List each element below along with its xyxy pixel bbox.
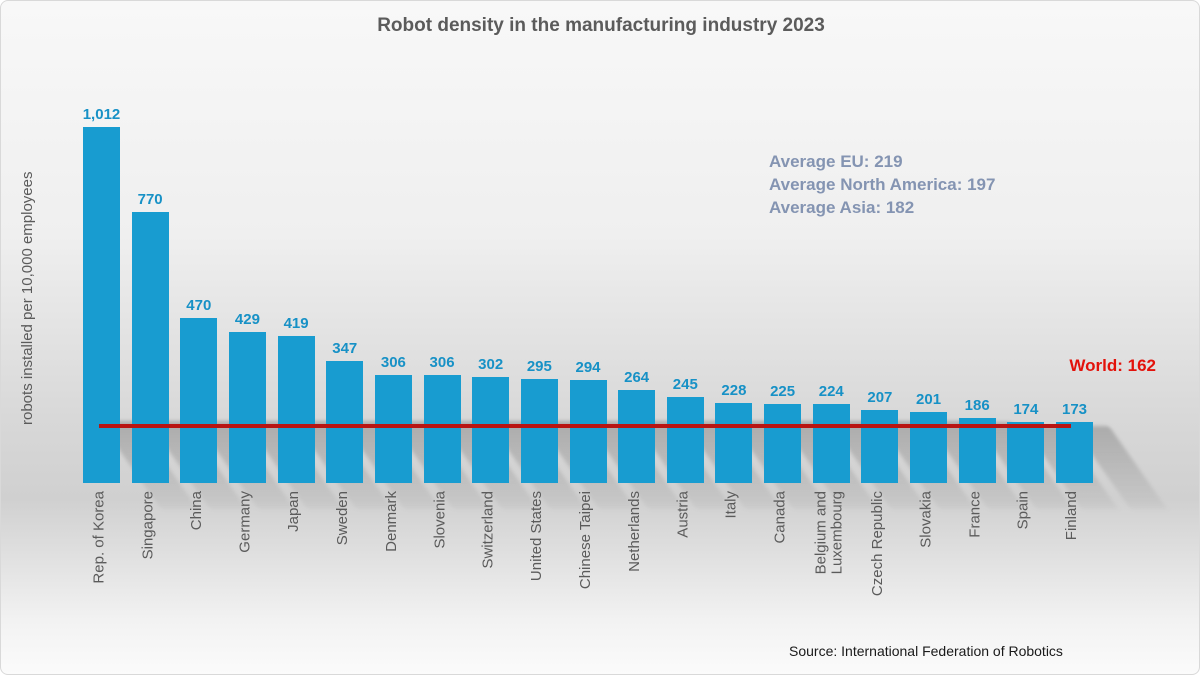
- bar-value-label: 302: [478, 356, 504, 373]
- bar-value-label: 201: [916, 391, 942, 408]
- chart-title: Robot density in the manufacturing indus…: [377, 15, 825, 36]
- bar: [374, 375, 412, 483]
- bar: [1007, 422, 1045, 483]
- bar: [131, 212, 169, 483]
- bar: [861, 410, 899, 483]
- category-label: Austria: [674, 491, 692, 538]
- averages-annotation: Average EU: 219 Average North America: 1…: [769, 150, 995, 219]
- bar-value-label: 186: [964, 397, 990, 414]
- bar: [423, 375, 461, 483]
- world-reference-line: [99, 424, 1071, 428]
- average-asia: Average Asia: 182: [769, 198, 915, 217]
- bar-value-label: 173: [1061, 401, 1088, 418]
- bar-value-label: 225: [770, 383, 796, 400]
- category-label: Japan: [285, 491, 303, 532]
- average-north-america: Average North America: 197: [769, 175, 996, 194]
- category-label: Rep. of Korea: [90, 491, 108, 584]
- bar: [1056, 422, 1093, 483]
- category-label: Belgium and Luxembourg: [812, 491, 846, 575]
- bar-value-label: 224: [818, 383, 844, 400]
- bar-value-label: 419: [283, 315, 309, 332]
- category-label: Slovenia: [431, 491, 449, 549]
- category-label: France: [966, 491, 984, 538]
- category-label: Sweden: [333, 491, 351, 546]
- bar: [569, 380, 607, 483]
- bar-value-label: 1,012: [82, 106, 121, 123]
- category-label: China: [187, 491, 205, 531]
- category-label: Slovakia: [917, 491, 935, 548]
- bar-value-label: 207: [867, 389, 893, 406]
- bar-value-label: 295: [526, 358, 552, 375]
- category-label: United States: [528, 491, 546, 582]
- bar-value-label: 294: [575, 359, 601, 376]
- category-label: Denmark: [382, 491, 400, 552]
- bar-value-label: 306: [429, 354, 455, 371]
- bar: [83, 127, 120, 483]
- bar: [812, 404, 850, 483]
- bar: [472, 377, 510, 483]
- world-reference-label: World: 162: [1069, 356, 1156, 375]
- bar: [618, 390, 656, 483]
- bar: [764, 404, 802, 483]
- bar: [180, 318, 218, 483]
- bar-value-label: 264: [624, 369, 650, 386]
- category-label: Canada: [771, 491, 789, 544]
- category-label: Italy: [722, 491, 740, 519]
- bar: [958, 418, 996, 483]
- bar-value-label: 347: [332, 340, 358, 357]
- bar: [910, 412, 948, 483]
- bar: [277, 336, 315, 483]
- bar-value-label: 245: [672, 376, 698, 393]
- bar: [666, 397, 704, 483]
- category-label: Finland: [1063, 491, 1081, 541]
- bar-value-label: 306: [380, 354, 406, 371]
- bar-value-label: 470: [186, 297, 212, 314]
- category-label: Netherlands: [625, 491, 643, 572]
- bar: [520, 379, 558, 483]
- category-label: Switzerland: [479, 491, 497, 569]
- bar-value-label: 174: [1013, 401, 1039, 418]
- category-label: Singapore: [139, 491, 157, 560]
- category-label: Czech Republic: [868, 491, 886, 597]
- bar-value-label: 770: [137, 191, 163, 208]
- bar: [715, 403, 753, 483]
- bar-value-label: 228: [721, 382, 747, 399]
- average-eu: Average EU: 219: [769, 152, 903, 171]
- bar-value-label: 429: [234, 311, 260, 328]
- y-axis-label: robots installed per 10,000 employees: [19, 171, 36, 426]
- source-note: Source: International Federation of Robo…: [789, 643, 1063, 659]
- category-label: Spain: [1014, 491, 1032, 530]
- category-label: Germany: [236, 491, 254, 553]
- bar: [228, 332, 266, 483]
- category-label: Chinese Taipei: [577, 491, 594, 590]
- bar: [326, 361, 364, 483]
